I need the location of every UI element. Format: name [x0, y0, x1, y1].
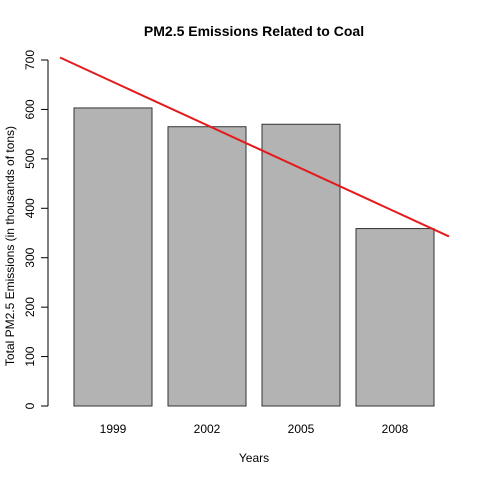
trendline — [59, 56, 450, 238]
y-tick-label-0: 0 — [23, 402, 37, 409]
x-tick-label-2002: 2002 — [194, 422, 221, 436]
chart-title: PM2.5 Emissions Related to Coal — [144, 23, 364, 39]
y-tick-label-600: 600 — [23, 99, 37, 119]
y-tick-label-200: 200 — [23, 297, 37, 317]
y-tick-label-400: 400 — [23, 198, 37, 218]
y-tick-label-500: 500 — [23, 149, 37, 169]
y-axis: 0 100 200 300 400 500 600 700 — [23, 50, 49, 409]
x-tick-label-1999: 1999 — [100, 422, 127, 436]
y-tick-label-100: 100 — [23, 346, 37, 366]
trendline-layer — [59, 56, 450, 238]
y-tick-label-700: 700 — [23, 50, 37, 70]
x-tick-label-2005: 2005 — [288, 422, 315, 436]
bar-1999 — [73, 107, 153, 407]
bar-2005 — [261, 123, 341, 407]
bar-2002 — [167, 126, 247, 407]
y-axis-title: Total PM2.5 Emissions (in thousands of t… — [3, 126, 17, 366]
x-tick-label-2008: 2008 — [382, 422, 409, 436]
x-axis-labels: 1999 2002 2005 2008 — [100, 422, 409, 436]
y-tick-label-300: 300 — [23, 247, 37, 267]
bars-layer — [73, 107, 435, 407]
bar-2008 — [355, 228, 435, 407]
x-axis-title: Years — [239, 451, 269, 465]
